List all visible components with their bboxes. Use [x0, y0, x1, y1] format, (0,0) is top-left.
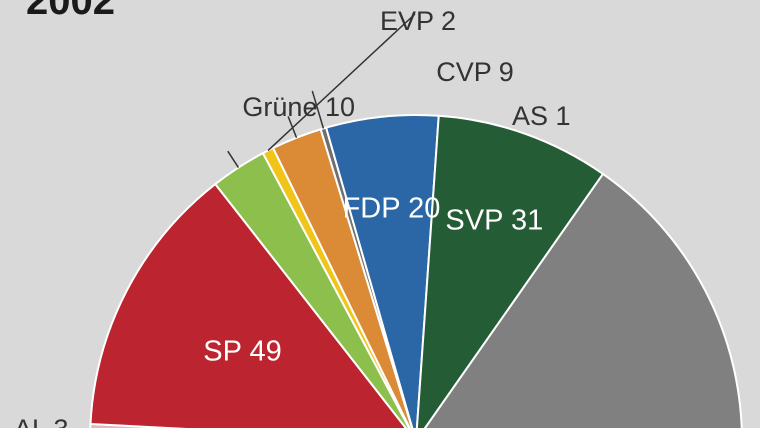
label-gruene: Grüne 10 — [242, 92, 355, 122]
label-cvp: CVP 9 — [436, 57, 514, 87]
label-evp: EVP 2 — [380, 6, 456, 36]
label-sp: SP 49 — [203, 336, 281, 368]
slice-sp — [89, 182, 408, 428]
label-al: AL 3 — [14, 414, 69, 428]
seat-slices — [89, 114, 743, 428]
label-svp: SVP 31 — [445, 205, 543, 237]
chart-title: 2002 — [26, 0, 115, 23]
seat-labels: AL 3 SP 49 Grüne 10 EVP 2 CVP 9 AS 1 FDP 20SVP… — [14, 6, 571, 428]
label-as: AS 1 — [512, 101, 571, 131]
slice-remaining-seats — [423, 172, 743, 428]
leader-line-cvp — [287, 116, 298, 138]
slice-svp — [415, 114, 605, 428]
leader-line-gruene — [227, 150, 240, 169]
label-fdp: FDP 20 — [343, 193, 441, 225]
leader-line-as — [311, 90, 325, 129]
